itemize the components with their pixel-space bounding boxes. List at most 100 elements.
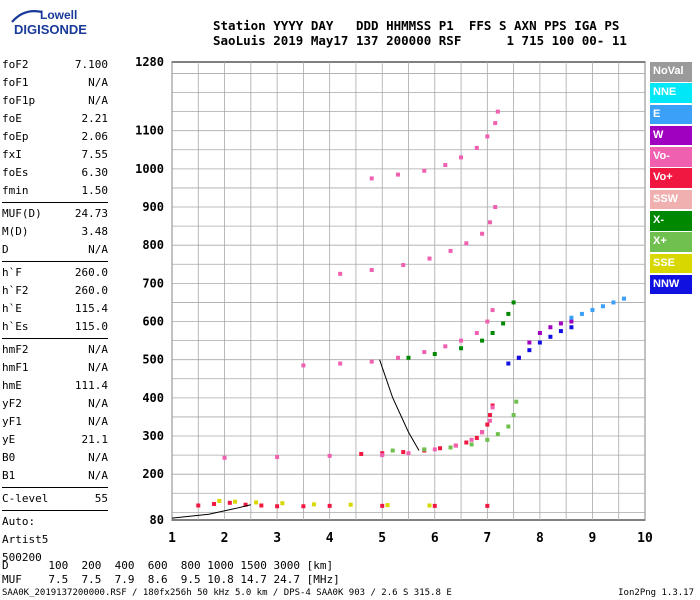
param-value: N/A — [88, 361, 108, 374]
legend-item-e: E — [650, 104, 692, 125]
param-row: B0 N/A — [2, 449, 108, 467]
data-point — [495, 432, 500, 437]
data-point — [537, 330, 542, 335]
legend-item-noval: NoVal — [650, 62, 692, 82]
data-point — [487, 413, 492, 418]
data-point — [511, 300, 516, 305]
data-point — [490, 330, 495, 335]
legend-item-sse: SSE — [650, 253, 692, 274]
data-point — [590, 308, 595, 313]
data-point — [527, 340, 532, 345]
data-point — [621, 296, 626, 301]
data-point — [369, 359, 374, 364]
param-name: foEp — [2, 130, 29, 143]
autoscale-line3: 500200 — [2, 551, 42, 564]
param-name: fxI — [2, 148, 22, 161]
param-value: 55 — [94, 492, 108, 505]
param-name: h`Es — [2, 320, 29, 333]
x-tick-label: 10 — [637, 531, 653, 546]
data-point — [480, 430, 485, 435]
param-row: foEs 6.30 — [2, 164, 108, 182]
data-point — [548, 334, 553, 339]
data-point — [485, 134, 490, 139]
x-tick-label: 9 — [589, 531, 597, 546]
param-name: B1 — [2, 469, 16, 482]
data-point — [443, 344, 448, 349]
param-row: foF2 7.100 — [2, 56, 108, 74]
autoscale-line1: Auto: — [2, 515, 36, 528]
param-value: N/A — [88, 243, 108, 256]
data-point — [390, 448, 395, 453]
data-point — [569, 319, 574, 324]
param-name: foF1p — [2, 94, 36, 107]
data-point — [280, 501, 285, 506]
data-point — [448, 445, 453, 450]
param-name: hmE — [2, 379, 22, 392]
data-point — [406, 451, 411, 456]
param-value: N/A — [88, 469, 108, 482]
data-point — [380, 453, 385, 458]
data-point — [516, 355, 521, 360]
param-value: 115.0 — [74, 320, 108, 333]
data-point — [474, 145, 479, 150]
data-point — [301, 363, 306, 368]
data-point — [600, 304, 605, 309]
legend-item-ssw: SSW — [650, 189, 692, 210]
data-point — [506, 311, 511, 316]
data-point — [485, 503, 490, 508]
param-name: fmin — [2, 184, 29, 197]
param-name: D — [2, 243, 9, 256]
param-value: 3.48 — [81, 225, 109, 238]
legend-item-x-: X+ — [650, 232, 692, 252]
data-point — [327, 503, 332, 508]
data-point — [395, 172, 400, 177]
data-point — [490, 405, 495, 410]
data-point — [558, 329, 563, 334]
data-point — [196, 503, 201, 508]
data-point — [359, 451, 364, 456]
data-point — [487, 220, 492, 225]
data-point — [301, 504, 306, 509]
param-divider — [2, 510, 108, 511]
param-name: foF2 — [2, 58, 29, 71]
header-line2: SaoLuis 2019 May17 137 200000 RSF 1 715 … — [213, 33, 627, 48]
muf-row: MUF 7.5 7.5 7.9 8.6 9.5 10.8 14.7 24.7 [… — [2, 573, 340, 586]
data-point — [569, 315, 574, 320]
x-tick-label: 1 — [168, 531, 176, 546]
x-tick-label: 7 — [483, 531, 491, 546]
data-point — [338, 271, 343, 276]
param-row: B1 N/A — [2, 467, 108, 485]
data-point — [485, 319, 490, 324]
data-point — [469, 442, 474, 447]
data-point — [448, 248, 453, 253]
legend-item-nne: NNE — [650, 83, 692, 103]
param-value: N/A — [88, 451, 108, 464]
data-point — [401, 450, 406, 455]
x-tick-label: 5 — [378, 531, 386, 546]
param-row: h`F 260.0 — [2, 264, 108, 282]
data-point — [275, 455, 280, 460]
data-point — [348, 502, 353, 507]
param-value: N/A — [88, 343, 108, 356]
param-row: yF1 N/A — [2, 413, 108, 431]
y-tick-label: 1100 — [135, 124, 164, 138]
y-tick-label: 1280 — [135, 55, 164, 69]
param-value: 115.4 — [74, 302, 108, 315]
param-name: yF2 — [2, 397, 22, 410]
param-name: yE — [2, 433, 16, 446]
header-line1: Station YYYY DAY DDD HHMMSS P1 FFS S AXN… — [213, 18, 620, 33]
param-row: yF2 N/A — [2, 395, 108, 413]
param-name: h`E — [2, 302, 22, 315]
data-point — [459, 155, 464, 160]
param-value: 2.21 — [81, 112, 109, 125]
param-value: N/A — [88, 415, 108, 428]
logo-line1: Lowell — [40, 8, 78, 22]
param-value: 21.1 — [81, 433, 109, 446]
legend-item-vo-: Vo+ — [650, 168, 692, 188]
data-point — [611, 300, 616, 305]
y-tick-label: 300 — [142, 429, 164, 443]
param-value: 260.0 — [74, 266, 108, 279]
data-point — [327, 453, 332, 458]
y-tick-label: 200 — [142, 467, 164, 481]
